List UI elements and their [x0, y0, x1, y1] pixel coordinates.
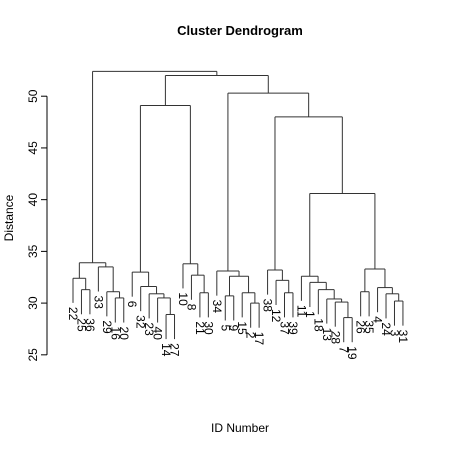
leaf-label: 14 — [159, 343, 173, 357]
leaf-label: 10 — [176, 292, 190, 306]
leaf-label: 26 — [354, 320, 368, 334]
chart-title: Cluster Dendrogram — [177, 23, 303, 38]
y-axis-label: Distance — [2, 194, 16, 241]
leaf-label: 6 — [125, 301, 139, 308]
leaf-label: 20 — [117, 327, 131, 341]
y-tick-label: 50 — [26, 89, 40, 103]
y-tick-label: 40 — [26, 193, 40, 207]
leaf-label: 29 — [100, 320, 114, 334]
leaf-label: 33 — [91, 296, 105, 310]
leaf-label: 27 — [168, 343, 182, 357]
leaf-label: 36 — [83, 318, 97, 332]
leaf-label: 38 — [261, 299, 275, 313]
leaf-label: 31 — [396, 330, 410, 344]
leaf-label: 9 — [227, 324, 241, 331]
leaf-label: 16 — [108, 327, 122, 341]
y-tick-label: 35 — [26, 244, 40, 258]
leaf-label: 22 — [66, 307, 80, 321]
leaf-label: 7 — [337, 346, 351, 353]
leaf-label: 34 — [210, 300, 224, 314]
leaf-label: 23 — [142, 322, 156, 336]
leaf-label: 12 — [269, 309, 283, 323]
y-tick-label: 25 — [26, 348, 40, 362]
leaf-label: 30 — [201, 321, 215, 335]
leaf-label: 21 — [193, 321, 207, 335]
leaf-label: 11 — [294, 305, 308, 318]
leaf-label: 3 — [387, 330, 401, 337]
leaf-label: 17 — [252, 332, 266, 346]
leaf-label: 32 — [134, 315, 148, 329]
leaf-label: 40 — [151, 327, 165, 341]
leaf-label: 8 — [184, 304, 198, 311]
leaf-label: 4 — [371, 316, 385, 323]
leaf-label: 39 — [286, 321, 300, 335]
leaf-label: 13 — [320, 328, 334, 342]
leaf-label: 24 — [379, 322, 393, 336]
x-axis-label: ID Number — [211, 421, 269, 435]
leaf-label: 18 — [311, 318, 325, 332]
y-tick-label: 45 — [26, 141, 40, 155]
leaf-label: 28 — [328, 331, 342, 345]
leaf-label: 37 — [278, 321, 292, 335]
leaf-label: 25 — [74, 318, 88, 332]
leaf-label: 1 — [303, 311, 317, 318]
leaf-label: 2 — [244, 332, 258, 339]
leaf-label: 19 — [345, 346, 359, 360]
y-tick-label: 30 — [26, 296, 40, 310]
leaf-label: 15 — [235, 321, 249, 335]
leaf-label: 5 — [218, 324, 232, 331]
leaf-label: 35 — [362, 320, 376, 334]
